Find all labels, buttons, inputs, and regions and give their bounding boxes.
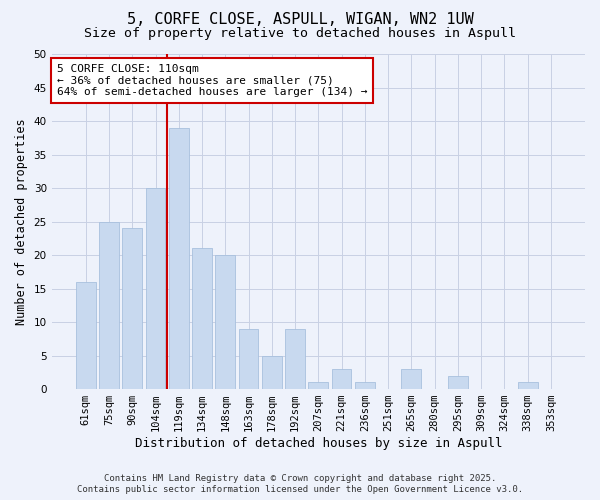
Bar [518, 382, 538, 389]
Bar [332, 369, 352, 389]
Bar [262, 356, 282, 389]
X-axis label: Distribution of detached houses by size in Aspull: Distribution of detached houses by size … [134, 437, 502, 450]
Text: 5 CORFE CLOSE: 110sqm
← 36% of detached houses are smaller (75)
64% of semi-deta: 5 CORFE CLOSE: 110sqm ← 36% of detached … [57, 64, 367, 98]
Bar [99, 222, 119, 389]
Bar [122, 228, 142, 389]
Text: 5, CORFE CLOSE, ASPULL, WIGAN, WN2 1UW: 5, CORFE CLOSE, ASPULL, WIGAN, WN2 1UW [127, 12, 473, 28]
Bar [285, 329, 305, 389]
Bar [308, 382, 328, 389]
Y-axis label: Number of detached properties: Number of detached properties [15, 118, 28, 325]
Bar [401, 369, 421, 389]
Bar [169, 128, 188, 389]
Bar [76, 282, 95, 389]
Bar [192, 248, 212, 389]
Bar [448, 376, 468, 389]
Bar [146, 188, 166, 389]
Text: Contains HM Land Registry data © Crown copyright and database right 2025.
Contai: Contains HM Land Registry data © Crown c… [77, 474, 523, 494]
Bar [355, 382, 375, 389]
Bar [215, 255, 235, 389]
Text: Size of property relative to detached houses in Aspull: Size of property relative to detached ho… [84, 28, 516, 40]
Bar [239, 329, 259, 389]
